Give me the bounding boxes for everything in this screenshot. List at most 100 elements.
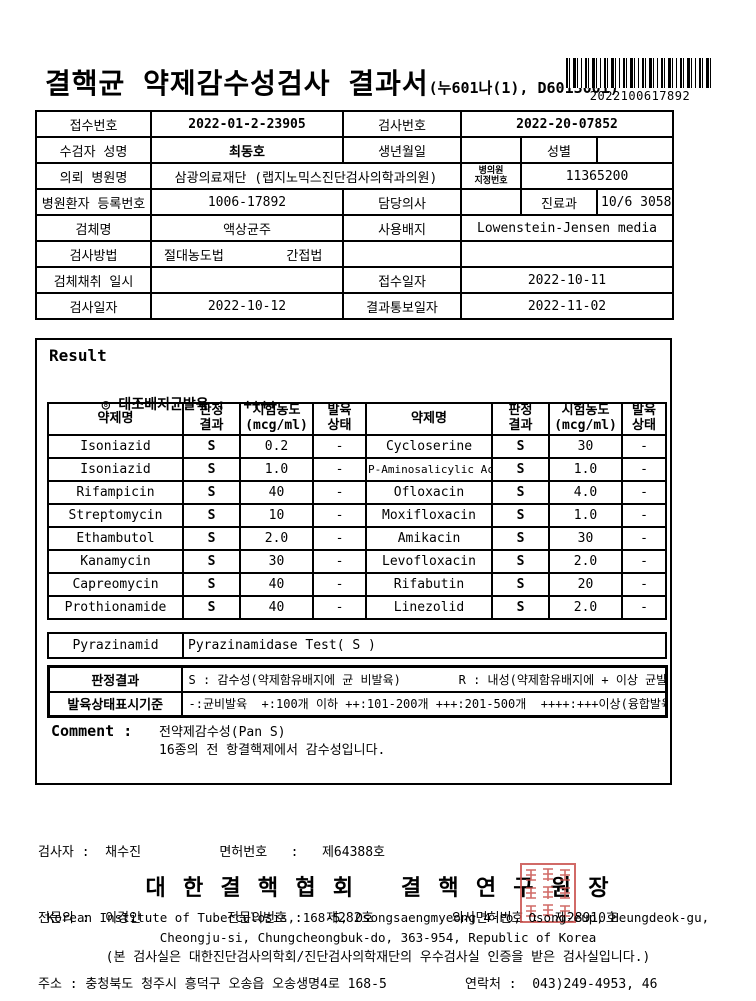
collect-label: 검체채취 일시 — [35, 266, 152, 294]
conc-value: 0.2 — [239, 434, 314, 459]
table-row: Kanamycin S 30- Levofloxacin S 2.0- — [47, 549, 667, 574]
drug-name: Isoniazid — [47, 457, 184, 482]
birth-value — [460, 136, 522, 164]
specialist-line: 전문의 : 이경인 전문의번호 : 제282호 의사면허번호 : 제28910호 — [38, 911, 618, 926]
barcode-icon — [566, 58, 714, 88]
drug-name: Ethambutol — [47, 526, 184, 551]
conc-value: 1.0 — [548, 503, 623, 528]
report-title: 결핵균 약제감수성검사 결과서 — [45, 67, 429, 100]
growth-value: - — [621, 503, 667, 528]
judge-value: S — [491, 434, 550, 459]
legend-table: 판정결과 S : 감수성(약제함유배지에 균 비발육) R : 내성(약제함유배… — [47, 665, 668, 718]
receipt-no-value: 2022-01-2-23905 — [150, 110, 344, 138]
drug-name: Prothionamide — [47, 595, 184, 620]
conc-value: 4.0 — [548, 480, 623, 505]
growth-value: - — [312, 503, 367, 528]
table-row: 발육상태표시기준 -:균비발육 +:100개 이하 ++:101-200개 ++… — [47, 690, 668, 718]
judge-value: S — [182, 595, 241, 620]
barcode-block: 2022100617892 — [565, 58, 715, 103]
table-row: 판정결과 S : 감수성(약제함유배지에 균 비발육) R : 내성(약제함유배… — [47, 665, 668, 693]
patient-name-value: 최동호 — [150, 136, 344, 164]
growth-value: - — [621, 549, 667, 574]
growth-value: - — [621, 480, 667, 505]
sex-label: 성별 — [520, 136, 598, 164]
drug-name: Linezolid — [365, 595, 493, 620]
hospital-label: 의뢰 병원명 — [35, 162, 152, 190]
conc-value: 40 — [239, 595, 314, 620]
specimen-value: 액상균주 — [150, 214, 344, 242]
judge-value: S — [182, 526, 241, 551]
judge-value: S — [182, 434, 241, 459]
conc-value: 40 — [239, 480, 314, 505]
table-row: Isoniazid S 0.2- Cycloserine S 30- — [47, 434, 667, 459]
col-growth-left: 발육 상태 — [312, 402, 367, 436]
pyrazinamid-name: Pyrazinamid — [47, 632, 184, 659]
conc-value: 20 — [548, 572, 623, 597]
judge-value: S — [182, 549, 241, 574]
patient-id-label: 병원환자 등록번호 — [35, 188, 152, 216]
col-judge-right: 판정 결과 — [491, 402, 550, 436]
growth-value: - — [312, 457, 367, 482]
table-row: Streptomycin S 10- Moxifloxacin S 1.0- — [47, 503, 667, 528]
conc-value: 1.0 — [239, 457, 314, 482]
drug-name: Moxifloxacin — [365, 503, 493, 528]
table-row: Rifampicin S 40- Ofloxacin S 4.0- — [47, 480, 667, 505]
growth-value: - — [312, 549, 367, 574]
comment-block: Comment : 전약제감수성(Pan S) 16종의 전 항결핵제에서 감수… — [51, 722, 385, 759]
conc-value: 2.0 — [239, 526, 314, 551]
table-row: 검체명 액상균주 사용배지 Lowenstein-Jensen media — [35, 214, 675, 242]
conc-value: 40 — [239, 572, 314, 597]
hospital-code-label: 병의원 지정번호 — [460, 162, 522, 190]
comment-text: 전약제감수성(Pan S) 16종의 전 항결핵제에서 감수성입니다. — [159, 725, 386, 758]
judge-value: S — [491, 549, 550, 574]
media-value: Lowenstein-Jensen media — [459, 214, 675, 242]
growth-value: - — [312, 434, 367, 459]
growth-value: - — [621, 526, 667, 551]
drug-name: Ofloxacin — [365, 480, 493, 505]
col-growth-right: 발육 상태 — [621, 402, 667, 436]
col-drug-left: 약제명 — [47, 402, 184, 436]
dept-label: 진료과 — [520, 188, 598, 216]
table-row: Capreomycin S 40- Rifabutin S 20- — [47, 572, 667, 597]
report-date-value: 2022-11-02 — [459, 292, 675, 320]
judge-value: S — [182, 503, 241, 528]
table-row: Pyrazinamid Pyrazinamidase Test( S ) — [47, 632, 667, 659]
organization-name: 대 한 결 핵 협 회 결 핵 연 구 원 장 — [145, 876, 611, 901]
table-row: Prothionamide S 40- Linezolid S 2.0- — [47, 595, 667, 620]
drug-susceptibility-table: 약제명 판정 결과 시험농도 (mcg/ml) 발육 상태 약제명 판정 결과 … — [47, 402, 667, 620]
conc-value: 10 — [239, 503, 314, 528]
dept-value: 10/6 30585 — [595, 188, 675, 216]
drug-name: P-Aminosalicylic Acid — [365, 457, 493, 482]
method-value: 절대농도법 간접법 — [150, 240, 344, 268]
conc-value: 30 — [548, 434, 623, 459]
table-row: 접수번호 2022-01-2-23905 검사번호 2022-20-07852 — [35, 110, 675, 138]
table-row: 병원환자 등록번호 1006-17892 담당의사 진료과 10/6 30585 — [35, 188, 675, 216]
empty-cell — [342, 240, 462, 268]
media-label: 사용배지 — [342, 214, 462, 242]
patient-id-value: 1006-17892 — [150, 188, 344, 216]
table-row: 검사방법 절대농도법 간접법 — [35, 240, 675, 268]
address-line: 주소 : 충청북도 청주시 흥덕구 오송읍 오송생명4로 168-5 연락처 :… — [38, 977, 658, 992]
growth-legend-text: -:균비발육 +:100개 이하 ++:101-200개 +++:201-500… — [180, 690, 668, 718]
col-drug-right: 약제명 — [365, 402, 493, 436]
judge-legend-text: S : 감수성(약제함유배지에 균 비발육) R : 내성(약제함유배지에 + … — [180, 665, 668, 693]
judge-value: S — [491, 595, 550, 620]
pyrazinamid-result: Pyrazinamidase Test( S ) — [182, 632, 667, 659]
growth-legend-label: 발육상태표시기준 — [47, 690, 183, 718]
table-row: 수검자 성명 최동호 생년월일 성별 — [35, 136, 675, 164]
drug-name: Rifampicin — [47, 480, 184, 505]
judge-value: S — [491, 526, 550, 551]
growth-value: - — [621, 457, 667, 482]
conc-value: 30 — [548, 526, 623, 551]
judge-value: S — [491, 572, 550, 597]
doctor-label: 담당의사 — [342, 188, 462, 216]
report-date-label: 결과통보일자 — [342, 292, 462, 320]
judge-value: S — [182, 480, 241, 505]
judge-value: S — [182, 572, 241, 597]
institute-address-line1: Korean Institute of Tuberculosis, 168-5,… — [46, 910, 710, 925]
table-row: 검체채취 일시 접수일자 2022-10-11 — [35, 266, 675, 294]
drug-name: Rifabutin — [365, 572, 493, 597]
judge-value: S — [491, 480, 550, 505]
